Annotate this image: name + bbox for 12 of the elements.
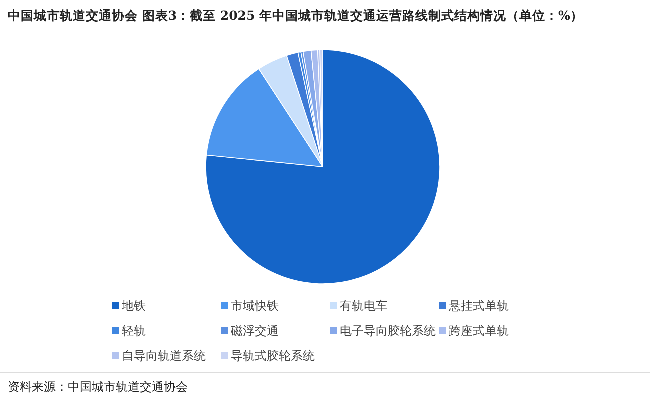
legend-label: 悬挂式单轨 <box>448 299 509 313</box>
legend-label: 导轨式胶轮系统 <box>231 349 315 363</box>
legend-label: 自导向轨道系统 <box>122 349 206 363</box>
legend-label: 有轨电车 <box>340 299 388 313</box>
legend-label: 电子导向胶轮系统 <box>340 324 436 338</box>
chart-title: 中国城市轨道交通协会 图表3：截至 2025 年中国城市轨道交通运营路线制式结构情况（单位：%） <box>8 8 584 23</box>
legend-label: 磁浮交通 <box>230 324 279 338</box>
legend-label: 市域快铁 <box>231 299 279 313</box>
text: 资料来源：中国城市轨道交通协会 <box>8 380 188 394</box>
legend-label: 地铁 <box>121 299 146 313</box>
legend-label: 轻轨 <box>122 324 146 338</box>
legend-label: 跨座式单轨 <box>449 324 509 338</box>
